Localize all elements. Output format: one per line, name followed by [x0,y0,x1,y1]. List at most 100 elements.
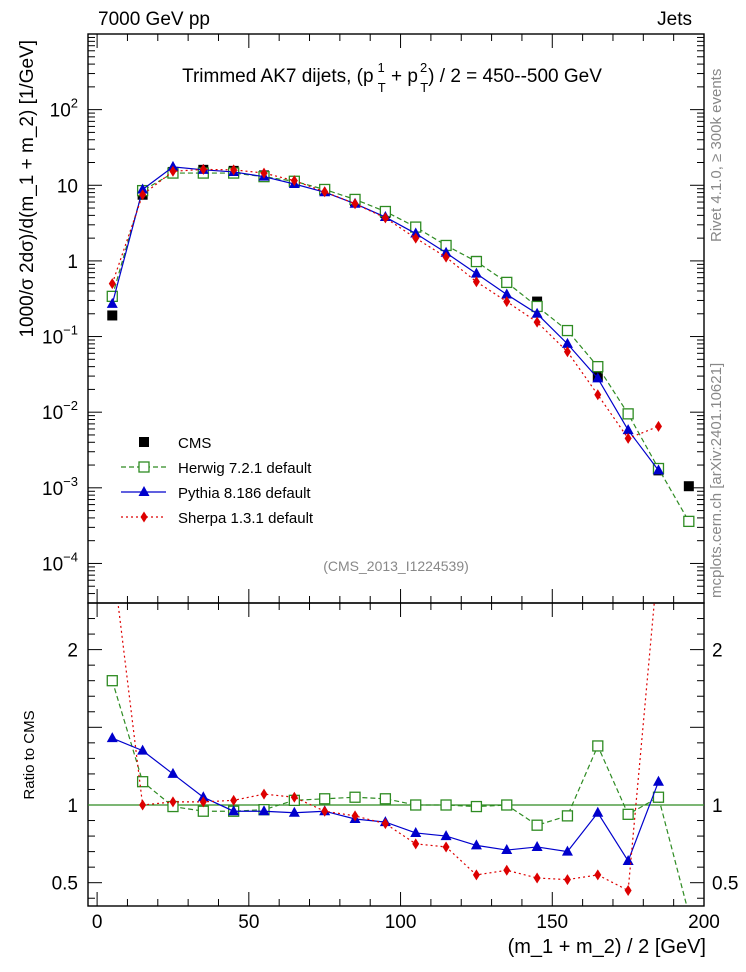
ratio-plot: 0 50 100 150 200 0.5 0.5 1 1 2 2 [52,551,738,933]
ratio-y-tick-label-right: 1 [712,796,723,817]
point-sherpa [563,346,571,358]
point-sherpa [108,278,116,290]
ratio-point-herwig [136,776,149,788]
ratio-point-herwig [652,791,665,803]
main-y-axis-label: 1000/σ 2dσ)/d(m_1 + m_2) [1/GeV] [17,40,38,338]
analysis-watermark: (CMS_2013_I1224539) [323,558,469,574]
main-y-tick-label: 10 [57,176,78,197]
x-tick-label: 50 [238,912,259,933]
ratio-point-pythia [167,767,179,778]
ratio-point-pythia [622,854,634,865]
ratio-point-pythia [410,826,422,837]
legend-label: Pythia 8.186 default [178,485,311,502]
ratio-point-sherpa [472,869,480,881]
legend-label: Sherpa 1.3.1 default [178,510,314,527]
ratio-point-herwig [379,793,392,805]
ratio-point-sherpa [351,810,359,822]
point-pythia [531,307,543,318]
ratio-y-tick-label-left: 0.5 [52,874,78,895]
ratio-y-tick-label-left: 1 [67,796,78,817]
ratio-point-herwig [197,805,209,817]
point-pythia [622,424,634,435]
legend-item-cms: CMS [139,435,211,452]
ratio-point-pythia [197,791,209,802]
ratio-point-sherpa [442,841,450,853]
point-sherpa [260,167,268,179]
legend-item-pythia: Pythia 8.186 default [121,485,311,502]
ratio-point-sherpa [139,799,147,811]
ratio-point-pythia [228,805,240,816]
ratio-point-sherpa [230,794,238,806]
ratio-point-pythia [137,744,149,755]
point-sherpa [503,296,511,308]
ratio-point-sherpa [412,838,420,850]
ratio-point-sherpa [381,818,389,830]
ratio-point-sherpa [109,551,116,562]
ratio-point-herwig [470,800,483,813]
ratio-point-pythia [440,830,452,841]
point-pythia [652,464,664,475]
main-y-tick-label: 10−1 [42,323,78,349]
x-tick-label: 200 [688,912,720,933]
ratio-y-tick-label-right: 0.5 [712,874,738,895]
ratio-point-herwig [592,740,604,752]
header-left: 7000 GeV pp [98,9,210,30]
ratio-point-sherpa [321,805,329,817]
point-sherpa [472,276,480,288]
ratio-point-herwig [440,799,452,811]
legend-marker [138,486,150,496]
ratio-point-sherpa [199,796,207,808]
point-sherpa [321,186,329,198]
ratio-point-herwig [622,808,634,820]
point-cms [107,310,118,321]
ratio-point-herwig [349,791,361,803]
point-pythia [137,183,149,194]
ratio-point-herwig [531,819,543,831]
point-herwig [470,255,483,268]
x-tick-label: 0 [92,912,103,933]
side-label-bottom: mcplots.cern.ch [arXiv:2401.10621] [708,363,725,598]
main-y-tick-label: 10−3 [42,474,78,500]
point-herwig [561,324,574,337]
point-herwig [683,515,695,528]
main-y-tick-label: 102 [50,96,78,122]
point-herwig [622,408,634,420]
ratio-point-herwig [501,799,513,811]
main-y-tick-label: 10−2 [42,398,78,424]
legend-label: Herwig 7.2.1 default [178,460,312,477]
point-sherpa [533,316,541,328]
header-right: Jets [657,9,692,30]
legend-marker [140,511,148,523]
point-herwig [592,360,604,373]
series-sherpa [108,163,662,444]
point-sherpa [381,212,389,224]
main-y-tick-label: 10−4 [42,549,78,575]
ratio-line-herwig [111,680,688,906]
point-sherpa [290,175,298,187]
point-sherpa [351,198,359,210]
x-tick-label: 100 [385,912,417,933]
x-axis-label: (m_1 + m_2) / 2 [GeV] [508,936,706,958]
point-herwig [501,276,513,289]
point-sherpa [199,163,207,175]
point-sherpa [594,389,602,401]
point-sherpa [654,420,662,432]
ratio-point-pythia [652,775,664,786]
ratio-point-sherpa [290,791,298,803]
ratio-point-pythia [501,844,513,855]
legend-marker [138,461,150,473]
legend-item-sherpa: Sherpa 1.3.1 default [121,510,314,527]
ratio-point-sherpa [169,796,177,808]
ratio-plot-frame [87,602,705,907]
ratio-point-pythia [288,806,300,817]
main-y-tick-label: 1 [67,252,78,273]
ratio-point-pythia [106,732,118,743]
ratio-point-herwig [410,799,422,811]
point-pythia [561,337,573,348]
ratio-point-pythia [531,840,543,851]
point-pythia [410,227,422,238]
ratio-point-sherpa [533,872,541,884]
chart-title: Trimmed AK7 dijets, (p 1 T + p 2 T) / 2 = 45… [182,60,602,95]
point-sherpa [412,232,420,244]
main-plot: 10−4 10−3 10−2 10−1 1 10 102 [42,33,705,604]
